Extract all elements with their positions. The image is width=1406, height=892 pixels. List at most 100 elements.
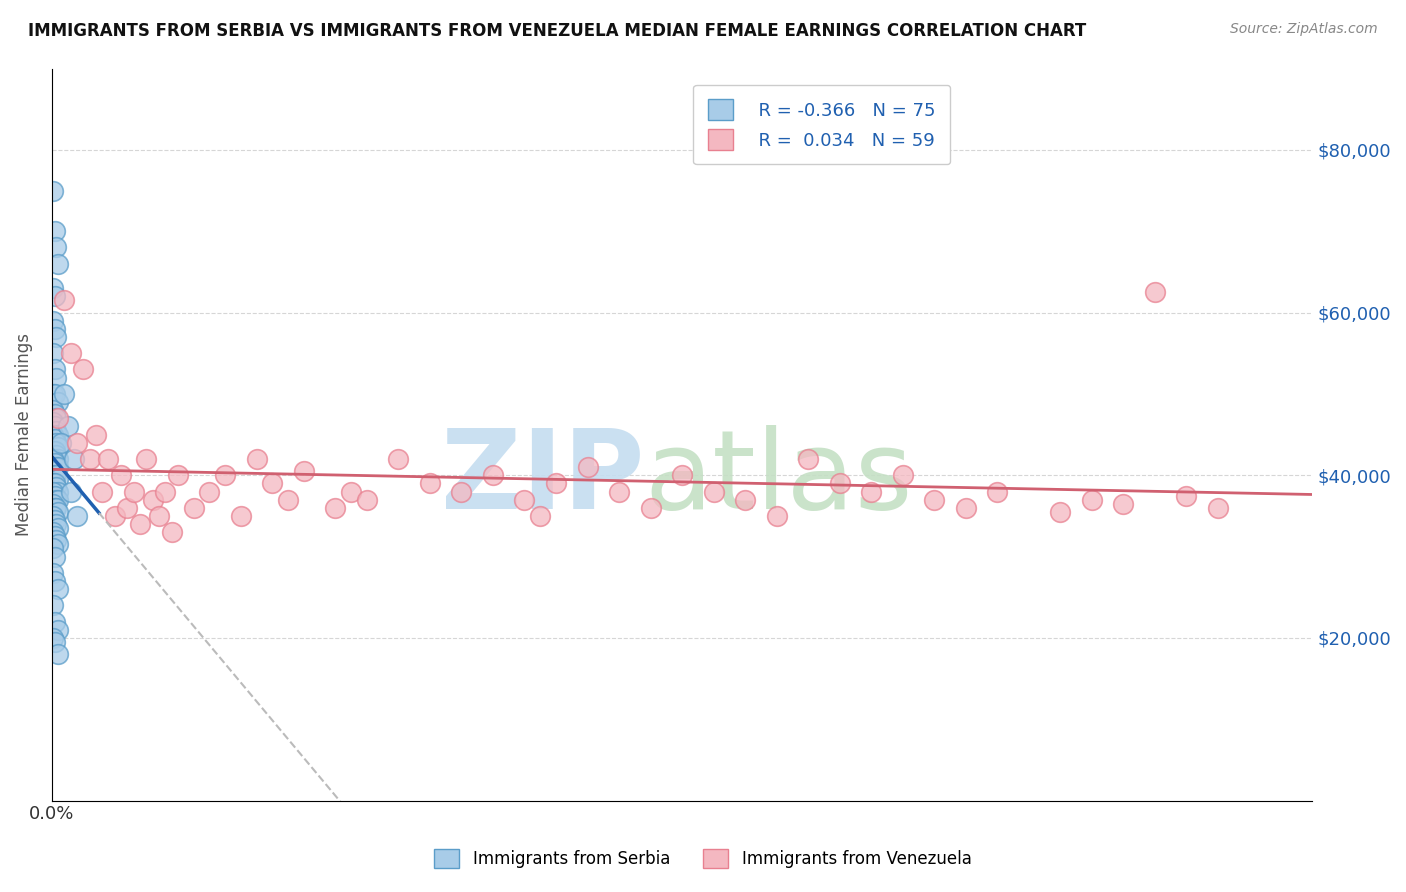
Point (122, 484, 145, 499)
Point (42, 184, 65, 198)
Point (44, 476, 66, 491)
Point (576, 460, 599, 475)
Point (45, 460, 67, 475)
Point (45, 480, 67, 494)
Point (44, 224, 66, 238)
Point (45, 411, 67, 425)
Point (356, 492, 378, 507)
Point (46, 647, 69, 661)
Point (44, 407, 66, 421)
Point (1175, 489, 1198, 503)
Point (72, 362, 94, 376)
Point (79, 452, 101, 467)
Point (229, 508, 252, 523)
Point (340, 484, 363, 499)
Point (110, 468, 132, 483)
Point (44, 500, 66, 515)
Point (66, 435, 89, 450)
Point (387, 452, 409, 467)
Point (46, 484, 69, 499)
Point (262, 476, 284, 491)
Point (42, 508, 65, 523)
Point (325, 500, 347, 515)
Point (97, 452, 120, 467)
Point (142, 492, 165, 507)
Point (44, 289, 66, 303)
Point (42, 631, 65, 645)
Point (46, 411, 69, 425)
Point (104, 508, 127, 523)
Point (160, 525, 183, 540)
Point (44, 529, 66, 543)
Point (84, 427, 107, 442)
Point (45, 370, 67, 384)
Text: atlas: atlas (644, 425, 912, 532)
Point (450, 484, 472, 499)
Point (44, 443, 66, 458)
Point (671, 468, 693, 483)
Point (1081, 492, 1104, 507)
Point (544, 476, 567, 491)
Point (46, 452, 69, 467)
Point (44, 574, 66, 588)
Point (46, 460, 69, 475)
Point (765, 508, 787, 523)
Point (44, 549, 66, 564)
Point (1049, 505, 1071, 519)
Point (797, 452, 820, 467)
Point (42, 464, 65, 478)
Point (42, 525, 65, 540)
Point (46, 472, 69, 486)
Point (482, 468, 505, 483)
Point (42, 346, 65, 360)
Point (45, 516, 67, 531)
Point (42, 427, 65, 442)
Point (734, 492, 756, 507)
Point (53, 387, 76, 401)
Point (62, 452, 84, 467)
Point (891, 468, 914, 483)
Point (155, 484, 177, 499)
Point (46, 582, 69, 596)
Point (46, 521, 69, 535)
Point (45, 424, 67, 438)
Legend:   R = -0.366   N = 75,   R =  0.034   N = 59: R = -0.366 N = 75, R = 0.034 N = 59 (693, 85, 950, 164)
Point (529, 508, 551, 523)
Point (166, 468, 188, 483)
Point (46, 492, 69, 507)
Point (513, 492, 536, 507)
Point (66, 508, 89, 523)
Point (44, 489, 66, 503)
Point (45, 468, 67, 483)
Point (56, 419, 79, 434)
Point (860, 484, 883, 499)
Point (703, 484, 725, 499)
Point (42, 566, 65, 580)
Point (46, 537, 69, 551)
Point (44, 456, 66, 470)
Point (148, 508, 170, 523)
Point (45, 240, 67, 254)
Point (46, 395, 69, 409)
Point (214, 468, 236, 483)
Point (42, 497, 65, 511)
Point (44, 615, 66, 629)
Point (51, 435, 73, 450)
Point (828, 476, 851, 491)
Point (42, 599, 65, 613)
Point (1143, 285, 1166, 300)
Point (607, 484, 630, 499)
Point (42, 443, 65, 458)
Point (46, 440, 69, 454)
Text: Source: ZipAtlas.com: Source: ZipAtlas.com (1230, 22, 1378, 37)
Point (46, 505, 69, 519)
Point (45, 435, 67, 450)
Point (46, 623, 69, 637)
Point (44, 635, 66, 649)
Point (42, 476, 65, 491)
Point (45, 533, 67, 548)
Point (198, 484, 221, 499)
Point (419, 476, 441, 491)
Point (59, 484, 82, 499)
Y-axis label: Median Female Earnings: Median Female Earnings (15, 333, 32, 536)
